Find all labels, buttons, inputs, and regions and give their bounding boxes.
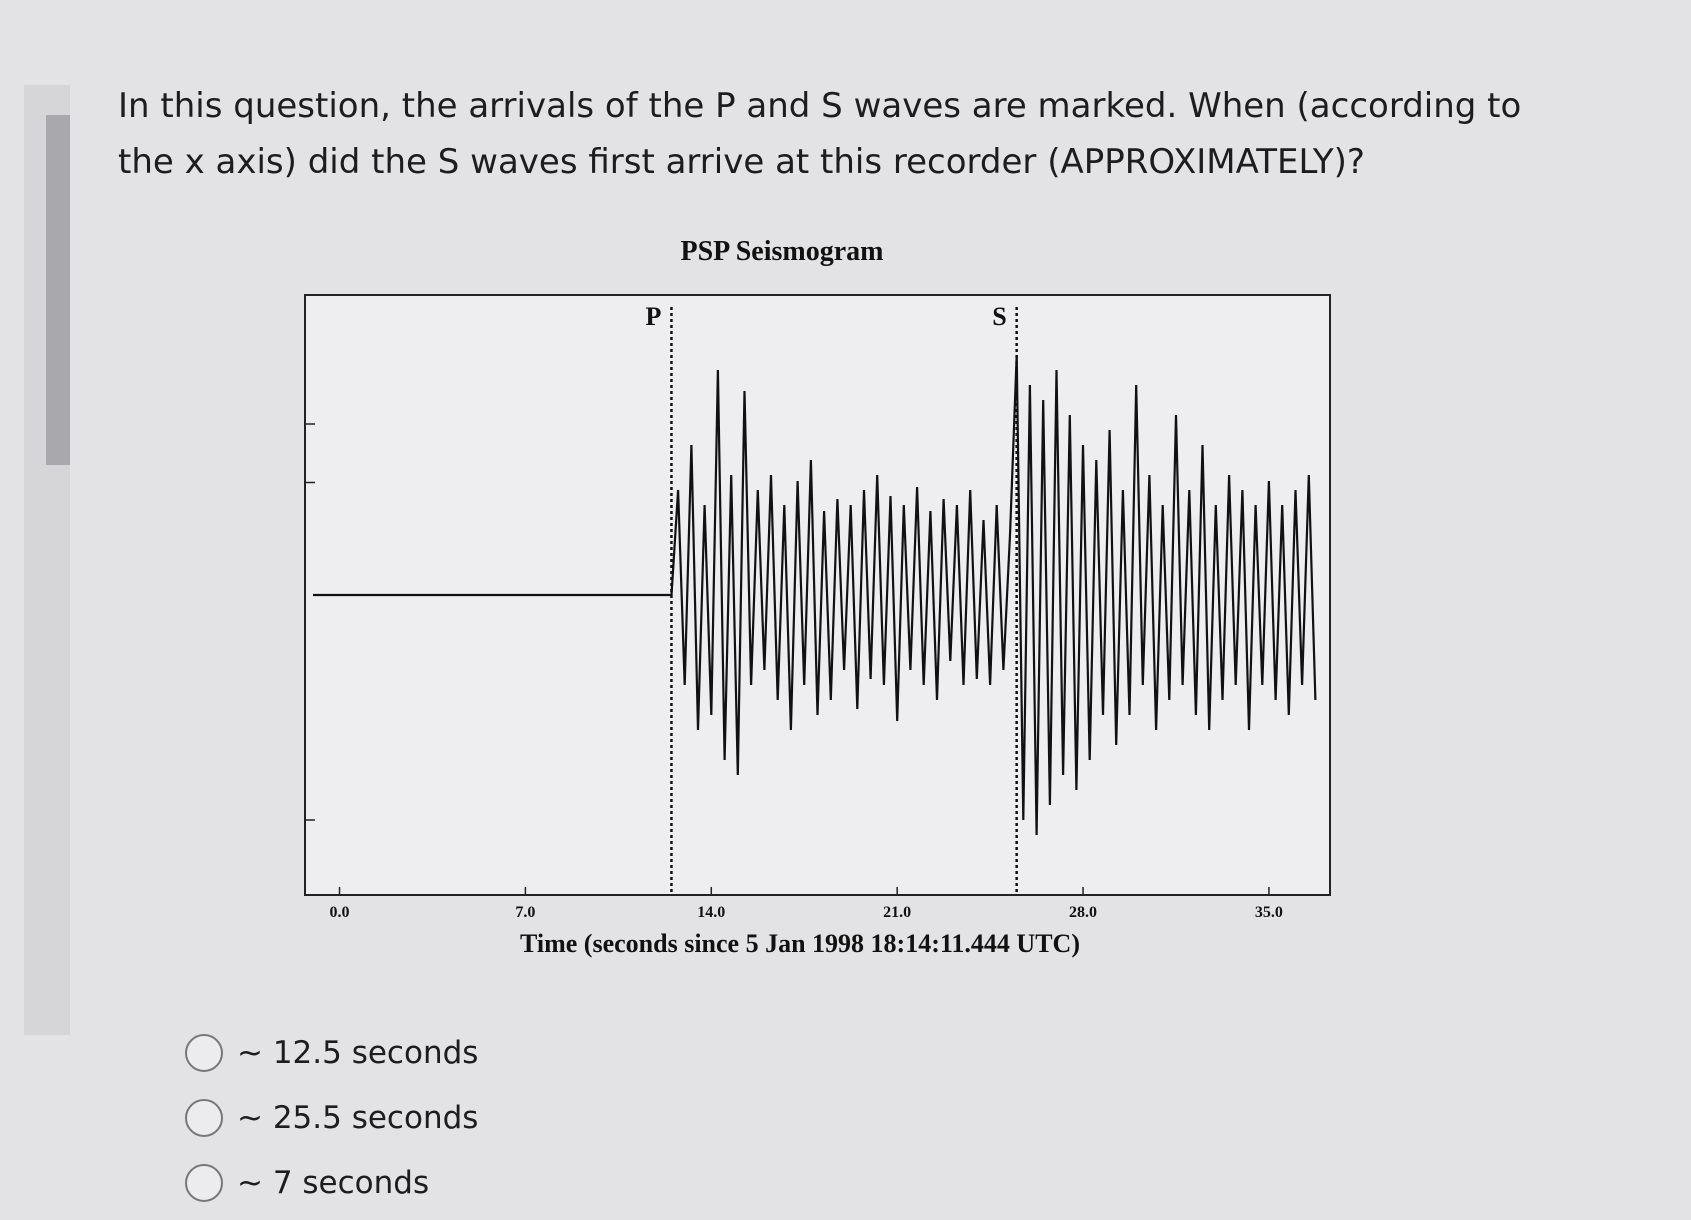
x-axis-label: Time (seconds since 5 Jan 1998 18:14:11.… bbox=[520, 929, 1080, 958]
arrival-label: P bbox=[646, 302, 662, 331]
x-tick-label: 21.0 bbox=[883, 904, 911, 921]
answer-option[interactable]: ~ 12.5 seconds bbox=[185, 1020, 478, 1085]
x-tick-label: 0.0 bbox=[330, 904, 350, 921]
radio-button[interactable] bbox=[185, 1098, 223, 1137]
option-label[interactable]: ~ 12.5 seconds bbox=[237, 1034, 479, 1071]
answer-options: ~ 12.5 seconds ~ 25.5 seconds ~ 7 seconds bbox=[185, 1020, 478, 1215]
option-label[interactable]: ~ 7 seconds bbox=[237, 1164, 430, 1201]
seismogram-trace bbox=[313, 354, 1317, 836]
scrollbar[interactable] bbox=[24, 85, 70, 1035]
x-tick-label: 28.0 bbox=[1069, 904, 1097, 921]
answer-option[interactable]: ~ 25.5 seconds bbox=[185, 1085, 478, 1150]
question-text: In this question, the arrivals of the P … bbox=[118, 86, 1522, 182]
arrival-label: S bbox=[992, 302, 1006, 331]
radio-button[interactable] bbox=[185, 1163, 223, 1202]
chart: PSP Seismogram Time (seconds since 5 Jan… bbox=[304, 236, 1331, 958]
x-tick-label: 35.0 bbox=[1255, 904, 1283, 921]
x-tick-label: 14.0 bbox=[697, 904, 725, 921]
option-label[interactable]: ~ 25.5 seconds bbox=[237, 1099, 479, 1136]
chart-title: PSP Seismogram bbox=[681, 236, 884, 267]
radio-button[interactable] bbox=[185, 1033, 223, 1072]
answer-option[interactable]: ~ 7 seconds bbox=[185, 1150, 478, 1215]
x-tick-label: 7.0 bbox=[515, 904, 535, 921]
scroll-thumb[interactable] bbox=[46, 115, 70, 465]
